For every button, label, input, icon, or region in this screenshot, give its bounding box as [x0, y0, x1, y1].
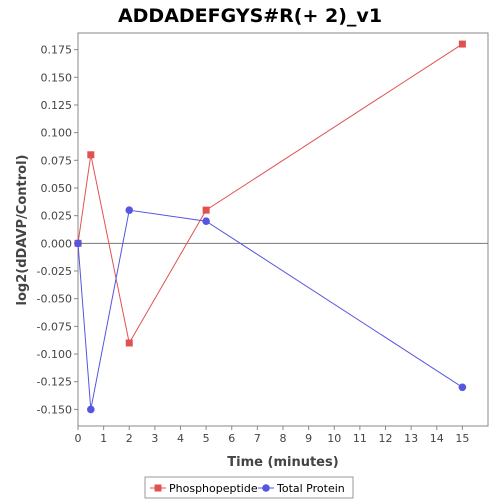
y-tick-label: 0.075 [41, 154, 73, 167]
x-axis-label: Time (minutes) [227, 455, 338, 470]
x-tick-label: 3 [151, 432, 158, 445]
x-axis: 0 1 2 3 4 5 6 7 8 9 10 11 12 13 14 15 [75, 426, 469, 445]
phosphopeptide-point [125, 339, 133, 347]
y-tick-label: 0.175 [41, 44, 73, 57]
legend-phosphopeptide-label: Phosphopeptide [169, 482, 258, 495]
y-tick-label: 0.125 [41, 99, 73, 112]
legend: Phosphopeptide Total Protein [144, 476, 354, 499]
y-tick-label: 0.150 [41, 71, 73, 84]
y-tick-label: -0.075 [37, 320, 72, 333]
phosphopeptide-point [87, 151, 95, 159]
x-tick-label: 6 [228, 432, 235, 445]
y-tick-label: 0.000 [41, 237, 73, 250]
x-tick-label: 12 [379, 432, 393, 445]
x-tick-label: 10 [327, 432, 341, 445]
x-tick-label: 4 [177, 432, 184, 445]
x-tick-label: 5 [203, 432, 210, 445]
x-tick-label: 2 [126, 432, 133, 445]
x-tick-label: 1 [100, 432, 107, 445]
x-tick-label: 13 [404, 432, 418, 445]
total-protein-point [202, 217, 210, 225]
total-protein-point [87, 405, 95, 414]
x-tick-label: 0 [75, 432, 82, 445]
y-axis-label: log2(dDAVP/Control) [15, 155, 30, 306]
plot-area [77, 32, 489, 427]
y-tick-label: 0.025 [41, 210, 73, 223]
total-protein-point [125, 206, 134, 214]
total-protein-point [458, 383, 467, 392]
x-tick-label: 8 [280, 432, 287, 445]
x-tick-label: 14 [430, 432, 444, 445]
legend-box [144, 476, 354, 499]
x-tick-label: 9 [305, 432, 312, 445]
series-layer [74, 40, 467, 414]
y-axis: -0.150 -0.125 -0.100 -0.075 -0.050 -0.025 0.00… [37, 44, 78, 416]
y-tick-label: -0.125 [37, 376, 72, 389]
legend-phosphopeptide-marker [154, 484, 162, 492]
legend-total-protein-marker [262, 484, 270, 492]
x-tick-label: 11 [353, 432, 367, 445]
total-protein-point [74, 239, 82, 248]
x-tick-label: 7 [254, 432, 261, 445]
legend-total-protein-label: Total Protein [276, 482, 345, 495]
chart-title: ADDADEFGYS#R(+ 2)_v1 [118, 5, 382, 27]
y-tick-label: -0.050 [37, 293, 72, 306]
y-tick-label: -0.025 [37, 265, 72, 278]
y-tick-label: -0.100 [37, 348, 72, 361]
y-tick-label: 0.050 [41, 182, 73, 195]
y-tick-label: -0.150 [37, 403, 72, 416]
phosphopeptide-point [202, 206, 210, 214]
y-tick-label: 0.100 [41, 127, 73, 140]
x-tick-label: 15 [455, 432, 469, 445]
phosphopeptide-point [458, 40, 466, 48]
